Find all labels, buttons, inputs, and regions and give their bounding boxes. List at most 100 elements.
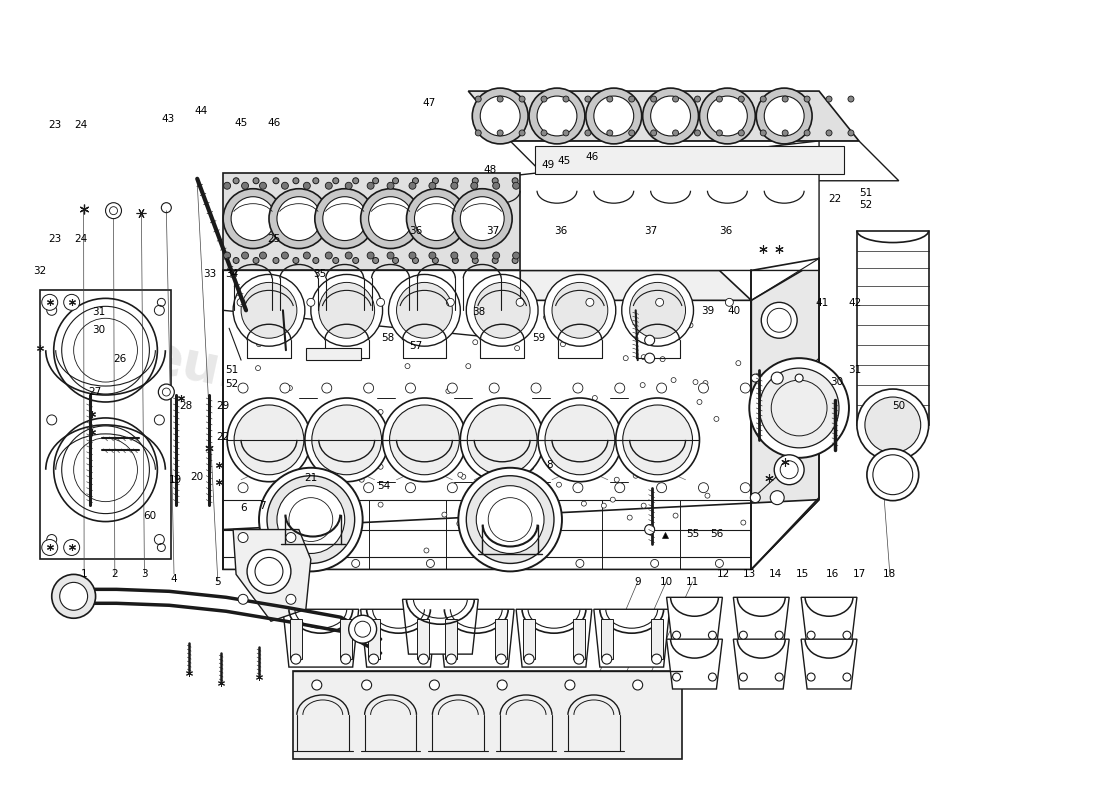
Circle shape	[223, 252, 231, 259]
Circle shape	[429, 680, 439, 690]
Circle shape	[848, 96, 854, 102]
Circle shape	[642, 88, 698, 144]
Circle shape	[843, 631, 851, 639]
Circle shape	[707, 96, 747, 136]
Circle shape	[750, 493, 760, 502]
Circle shape	[293, 258, 299, 263]
Text: 54: 54	[377, 481, 390, 491]
Circle shape	[319, 515, 324, 520]
Circle shape	[233, 258, 239, 263]
Text: 42: 42	[848, 298, 861, 308]
Circle shape	[253, 258, 258, 263]
Bar	[340, 619, 352, 659]
Circle shape	[563, 96, 569, 102]
Circle shape	[406, 383, 416, 393]
Circle shape	[629, 282, 685, 338]
Circle shape	[673, 513, 678, 518]
Circle shape	[573, 482, 583, 493]
Text: 59: 59	[532, 333, 546, 343]
Text: 1: 1	[80, 569, 87, 578]
Circle shape	[307, 298, 315, 306]
Circle shape	[277, 486, 344, 554]
Polygon shape	[734, 639, 789, 689]
Circle shape	[645, 335, 654, 345]
Circle shape	[519, 422, 525, 426]
Circle shape	[340, 330, 345, 336]
Circle shape	[672, 673, 681, 681]
Circle shape	[452, 189, 513, 249]
Circle shape	[497, 340, 503, 345]
Circle shape	[311, 274, 383, 346]
Text: 47: 47	[422, 98, 436, 109]
Circle shape	[672, 130, 679, 136]
Text: 57: 57	[409, 341, 422, 350]
Circle shape	[286, 594, 296, 604]
Circle shape	[774, 455, 804, 485]
Polygon shape	[801, 598, 857, 647]
Circle shape	[396, 282, 452, 338]
Circle shape	[452, 178, 459, 184]
Circle shape	[471, 252, 477, 259]
Circle shape	[312, 178, 319, 184]
Circle shape	[759, 368, 839, 448]
Text: 41: 41	[815, 298, 828, 308]
Circle shape	[557, 482, 561, 487]
Text: 40: 40	[727, 306, 740, 316]
Circle shape	[282, 182, 288, 190]
Bar	[418, 619, 429, 659]
Circle shape	[826, 130, 832, 136]
Circle shape	[770, 490, 784, 505]
Circle shape	[544, 405, 615, 474]
Circle shape	[640, 382, 646, 387]
Circle shape	[405, 364, 410, 369]
Circle shape	[764, 96, 804, 136]
Circle shape	[278, 498, 284, 503]
Polygon shape	[667, 598, 723, 647]
Circle shape	[341, 654, 351, 664]
Bar	[306, 348, 361, 360]
Circle shape	[654, 322, 659, 326]
Circle shape	[515, 346, 519, 350]
Circle shape	[634, 474, 638, 478]
Polygon shape	[283, 610, 359, 667]
Circle shape	[333, 178, 339, 184]
Circle shape	[154, 534, 164, 545]
Circle shape	[345, 182, 352, 190]
Text: 45: 45	[234, 118, 248, 127]
Circle shape	[586, 298, 594, 306]
Circle shape	[650, 130, 657, 136]
Circle shape	[326, 252, 332, 259]
Circle shape	[807, 631, 815, 639]
Circle shape	[285, 446, 289, 450]
Text: 37: 37	[645, 226, 658, 236]
Polygon shape	[223, 500, 820, 570]
Circle shape	[447, 298, 454, 306]
Circle shape	[238, 298, 245, 306]
Circle shape	[223, 189, 283, 249]
Text: 31: 31	[848, 365, 861, 374]
Circle shape	[651, 654, 661, 664]
Circle shape	[519, 130, 525, 136]
Circle shape	[330, 538, 336, 543]
Circle shape	[570, 417, 574, 422]
Circle shape	[242, 252, 249, 259]
Circle shape	[531, 383, 541, 393]
Text: 29: 29	[217, 402, 230, 411]
Circle shape	[270, 189, 329, 249]
Circle shape	[481, 96, 520, 136]
Circle shape	[826, 96, 832, 102]
Text: 52: 52	[226, 379, 239, 389]
Circle shape	[497, 96, 503, 102]
Circle shape	[442, 512, 447, 517]
Circle shape	[353, 258, 359, 263]
Circle shape	[451, 252, 458, 259]
Circle shape	[586, 88, 641, 144]
Text: 55: 55	[686, 529, 700, 539]
Circle shape	[561, 342, 565, 346]
Text: 32: 32	[34, 266, 47, 276]
Circle shape	[513, 178, 518, 184]
Circle shape	[412, 178, 418, 184]
Circle shape	[349, 615, 376, 643]
Circle shape	[607, 96, 613, 102]
Polygon shape	[469, 141, 820, 270]
